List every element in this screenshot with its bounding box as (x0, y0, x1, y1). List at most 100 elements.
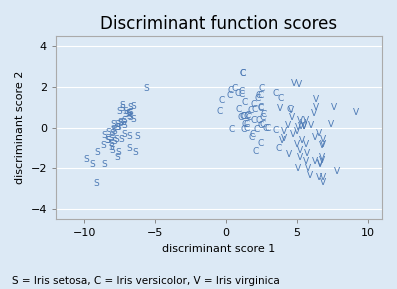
Text: C: C (258, 104, 264, 113)
Text: V: V (308, 121, 314, 130)
Text: C: C (258, 84, 264, 92)
Text: V: V (304, 149, 310, 158)
Text: S: S (111, 127, 117, 136)
Text: C: C (273, 89, 279, 98)
Text: V: V (295, 123, 301, 131)
Text: C: C (243, 120, 250, 129)
Text: V: V (303, 116, 308, 125)
Text: C: C (256, 116, 262, 125)
Text: S: S (93, 179, 99, 188)
Text: C: C (243, 112, 249, 121)
Text: S: S (94, 148, 100, 157)
Text: S: S (126, 144, 132, 153)
Text: C: C (255, 94, 261, 103)
Text: V: V (297, 116, 303, 125)
Text: V: V (281, 127, 287, 136)
Text: V: V (300, 119, 306, 128)
Text: V: V (313, 95, 319, 104)
Text: C: C (257, 90, 263, 100)
Text: C: C (216, 107, 222, 116)
Text: S: S (121, 118, 126, 127)
Text: V: V (279, 136, 285, 144)
Text: C: C (241, 98, 247, 107)
Text: V: V (297, 153, 303, 162)
Text: S: S (127, 112, 132, 121)
Text: V: V (303, 157, 309, 166)
Text: C: C (259, 114, 265, 123)
Text: V: V (281, 134, 287, 143)
Text: S: S (109, 129, 115, 138)
Text: S: S (132, 149, 138, 158)
Text: C: C (239, 90, 245, 99)
Text: V: V (317, 159, 323, 168)
Text: V: V (306, 171, 312, 180)
Text: V: V (294, 127, 300, 136)
Text: V: V (312, 133, 318, 142)
Text: S: S (89, 160, 95, 169)
Text: C: C (240, 69, 246, 78)
Text: S: S (110, 125, 116, 134)
Text: S: S (102, 160, 107, 169)
Text: S: S (114, 123, 120, 132)
Text: V: V (301, 122, 307, 131)
Text: S: S (121, 130, 127, 139)
Text: S: S (122, 107, 128, 116)
Text: V: V (311, 109, 318, 118)
Text: S: S (108, 134, 114, 142)
Text: V: V (286, 151, 292, 160)
Text: V: V (289, 130, 295, 139)
Text: C: C (228, 125, 235, 134)
Text: C: C (257, 103, 264, 112)
Text: V: V (285, 121, 291, 129)
Text: S: S (100, 141, 106, 150)
Title: Discriminant function scores: Discriminant function scores (100, 15, 337, 33)
Text: S: S (110, 120, 116, 129)
Text: S: S (111, 137, 117, 146)
Text: V: V (299, 136, 305, 145)
Text: V: V (316, 129, 322, 138)
Text: S: S (84, 155, 89, 164)
X-axis label: discriminant score 1: discriminant score 1 (162, 244, 276, 254)
Text: C: C (253, 125, 260, 134)
Text: C: C (239, 69, 246, 78)
Text: S = Iris setosa, C = Iris versicolor, V = Iris virginica: S = Iris setosa, C = Iris versicolor, V … (12, 276, 279, 286)
Text: V: V (301, 122, 307, 131)
Text: S: S (115, 120, 120, 129)
Text: S: S (117, 118, 123, 127)
Text: V: V (288, 105, 294, 115)
Text: C: C (240, 125, 246, 134)
Text: C: C (226, 91, 232, 100)
Text: C: C (264, 124, 271, 133)
Text: S: S (127, 103, 133, 112)
Text: V: V (320, 140, 326, 149)
Text: C: C (219, 96, 225, 105)
Text: C: C (258, 139, 264, 148)
Text: S: S (104, 136, 110, 145)
Text: S: S (116, 107, 122, 116)
Text: V: V (320, 173, 326, 181)
Text: V: V (295, 80, 302, 89)
Text: V: V (312, 103, 319, 112)
Text: V: V (317, 160, 324, 169)
Text: V: V (303, 140, 309, 149)
Text: C: C (239, 87, 245, 97)
Text: C: C (276, 144, 282, 153)
Text: C: C (273, 126, 279, 135)
Text: S: S (109, 143, 114, 152)
Text: C: C (236, 105, 242, 114)
Text: S: S (135, 132, 141, 141)
Text: S: S (130, 102, 136, 111)
Text: V: V (316, 173, 322, 182)
Text: S: S (116, 148, 121, 157)
Text: C: C (278, 95, 283, 103)
Text: C: C (245, 111, 251, 120)
Text: V: V (319, 156, 325, 165)
Text: S: S (121, 116, 127, 125)
Text: S: S (121, 121, 127, 130)
Text: S: S (127, 132, 132, 142)
Text: V: V (334, 167, 340, 176)
Text: V: V (295, 164, 302, 173)
Text: C: C (257, 121, 264, 130)
Text: C: C (231, 84, 238, 92)
Text: S: S (114, 153, 120, 162)
